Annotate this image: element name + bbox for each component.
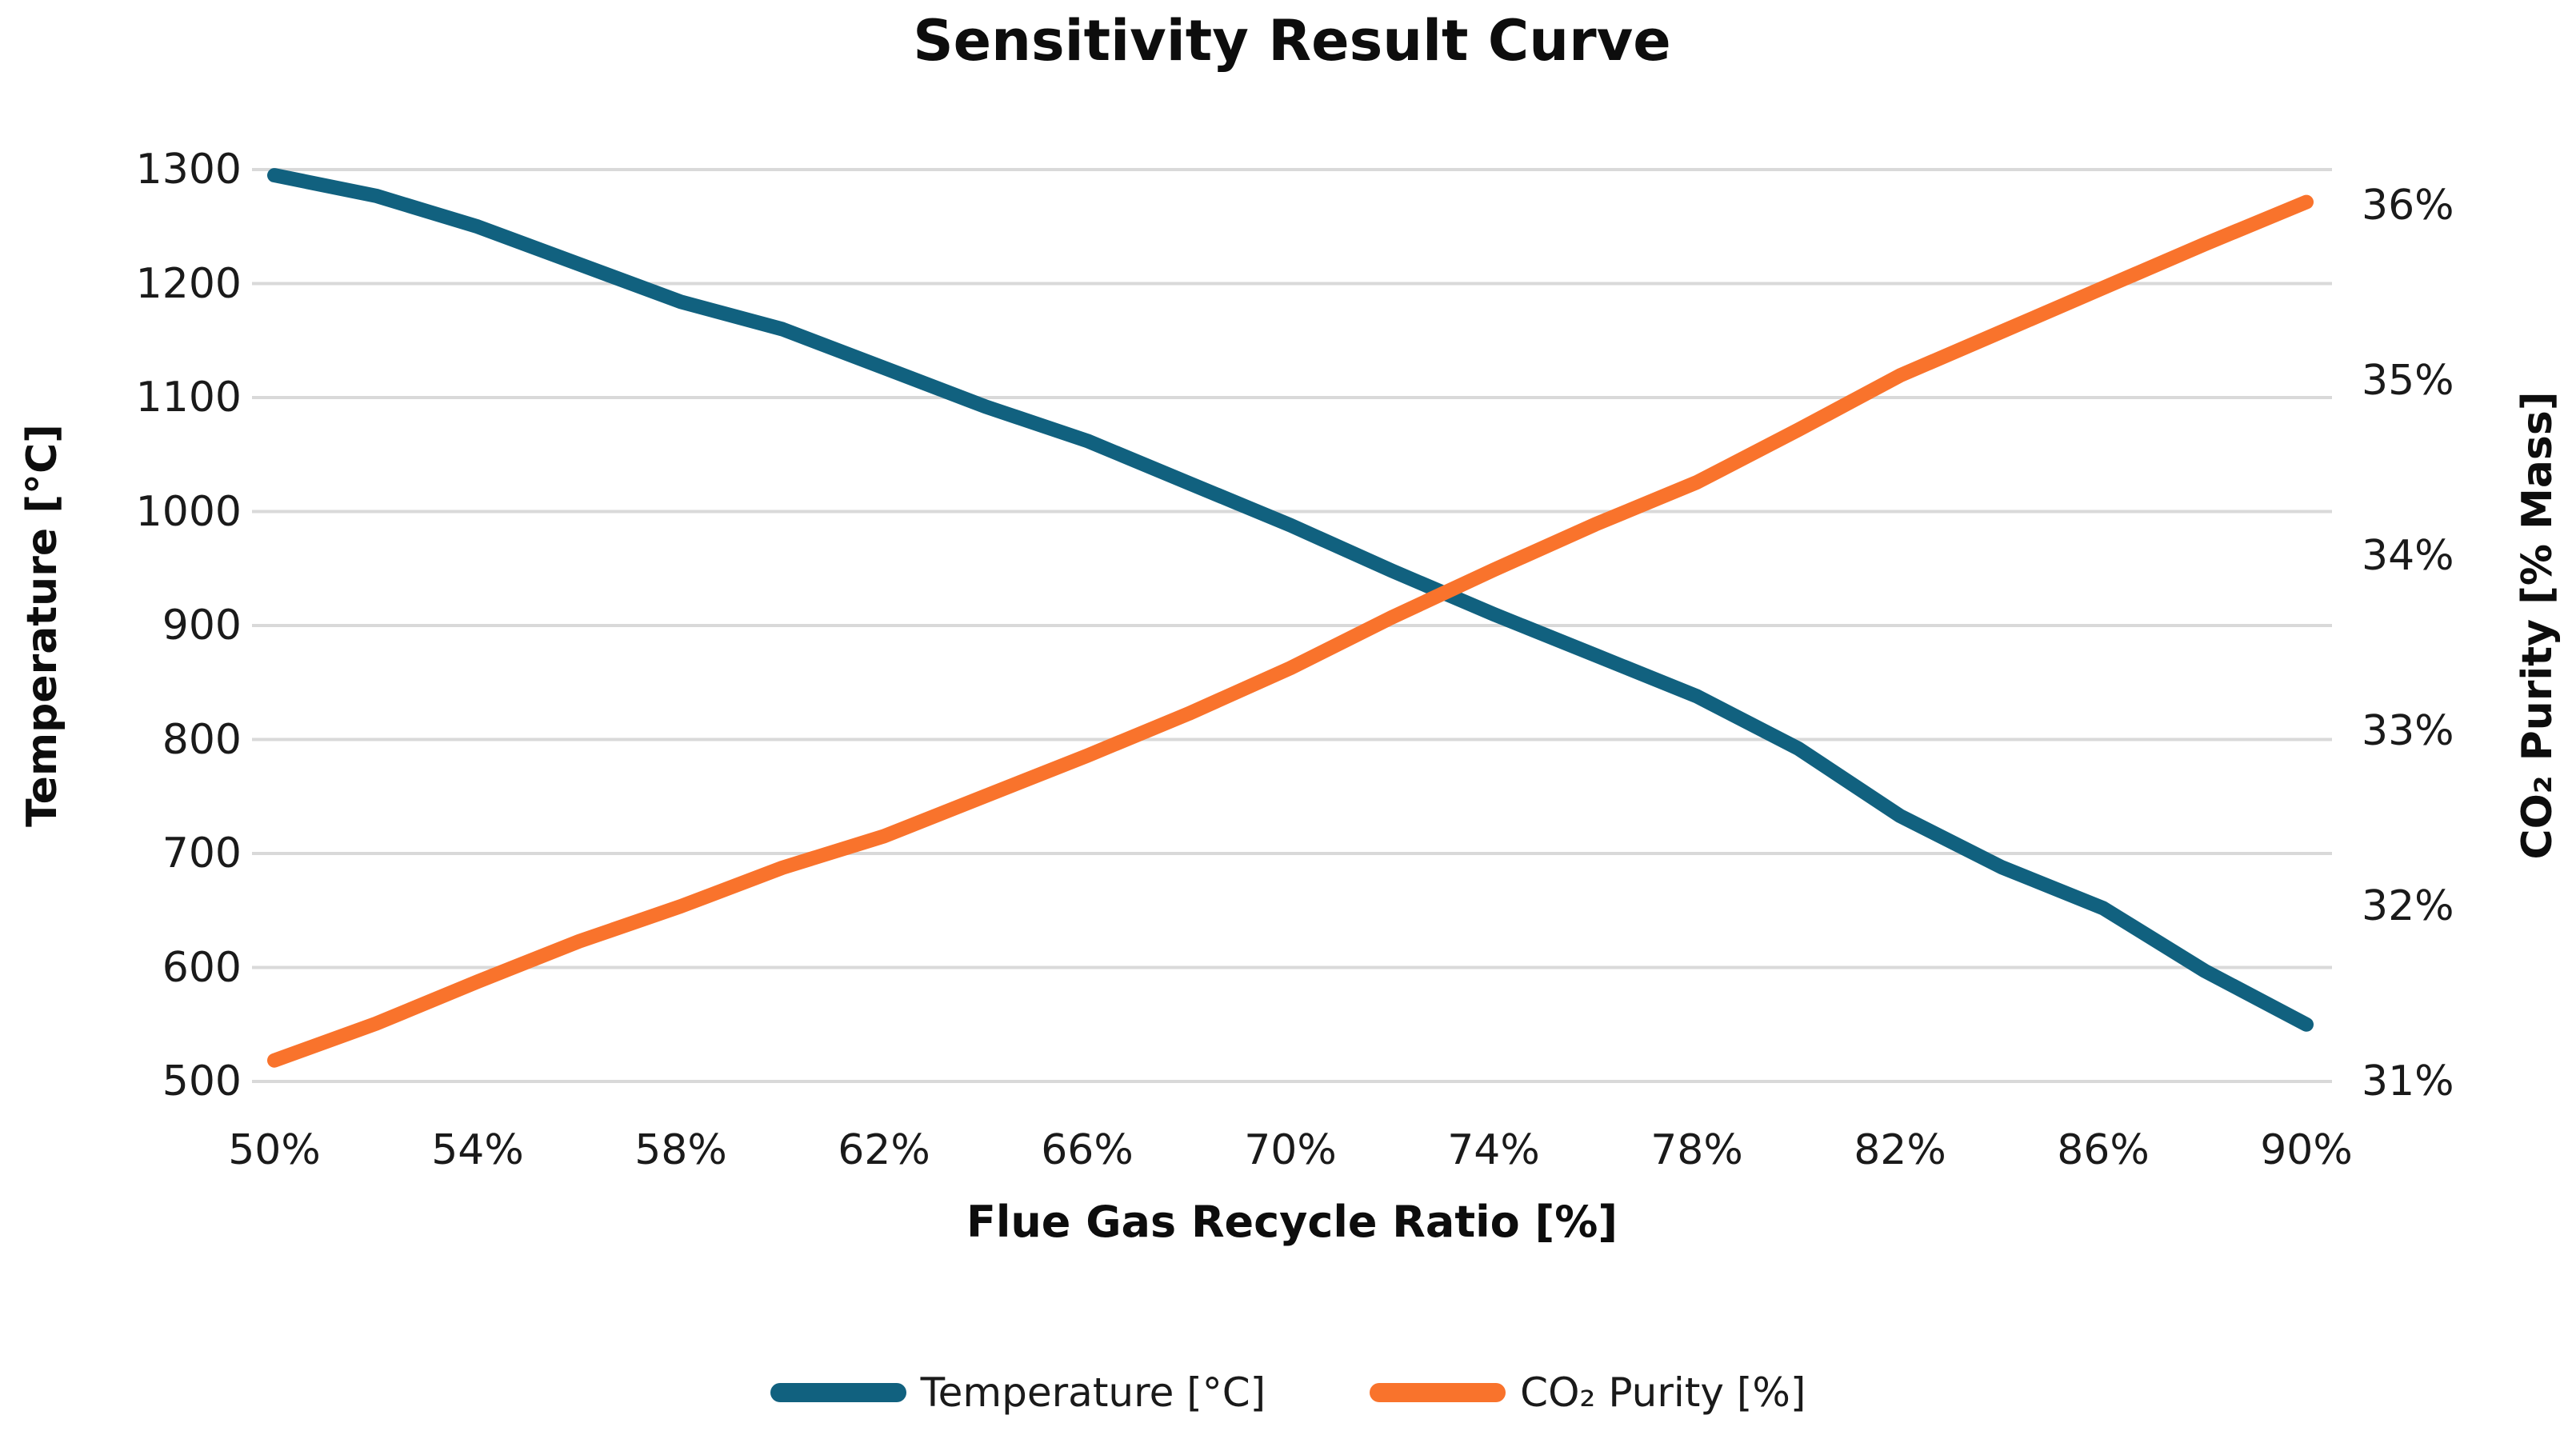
x-axis-tick-label: 82% [1854,1126,1946,1174]
x-axis-tick-label: 54% [431,1126,524,1174]
legend-item-temperature: Temperature [°C] [770,1369,1266,1416]
left-axis-tick-label: 500 [162,1057,242,1105]
x-axis-tick-label: 62% [838,1126,930,1174]
co2-purity-line [267,194,2314,1068]
x-axis-tick-label: 74% [1447,1126,1540,1174]
right-axis-tick-label: 31% [2362,1057,2454,1105]
x-axis-tick-label: 78% [1650,1126,1743,1174]
x-axis-tick-label: 50% [228,1126,321,1174]
legend-label: CO₂ Purity [%] [1520,1369,1806,1416]
co2-line-swatch [1370,1383,1506,1402]
right-axis-tick-label: 34% [2362,532,2454,580]
left-axis-tick-label: 1300 [135,146,242,194]
x-axis-tick-label: 90% [2260,1126,2353,1174]
chart-legend: Temperature [°C] CO₂ Purity [%] [0,1369,2576,1416]
x-axis-tick-label: 58% [634,1126,727,1174]
chart-title: Sensitivity Result Curve [913,8,1671,74]
right-axis-tick-label: 36% [2362,182,2454,230]
x-axis-tick-label: 70% [1244,1126,1337,1174]
right-axis-title: CO₂ Purity [% Mass] [2514,391,2562,860]
left-axis-tick-label: 1200 [135,259,242,308]
temperature-line [267,168,2314,1032]
x-axis-title: Flue Gas Recycle Ratio [%] [966,1197,1618,1247]
x-axis-tick-label: 86% [2057,1126,2150,1174]
right-axis-tick-label: 35% [2362,357,2454,405]
left-axis-tick-label: 1000 [135,487,242,536]
temperature-line-swatch [770,1383,906,1402]
left-axis-tick-label: 800 [162,715,242,764]
right-axis-tick-label: 32% [2362,882,2454,930]
legend-label: Temperature [°C] [920,1369,1266,1416]
x-axis-tick-label: 66% [1041,1126,1134,1174]
left-axis-tick-label: 600 [162,943,242,992]
right-axis-tick-label: 33% [2362,707,2454,755]
left-axis-tick-label: 900 [162,602,242,650]
left-axis-title: Temperature [°C] [18,424,66,827]
left-axis-tick-label: 700 [162,829,242,877]
left-axis-tick-label: 1100 [135,374,242,422]
legend-item-co2-purity: CO₂ Purity [%] [1370,1369,1806,1416]
